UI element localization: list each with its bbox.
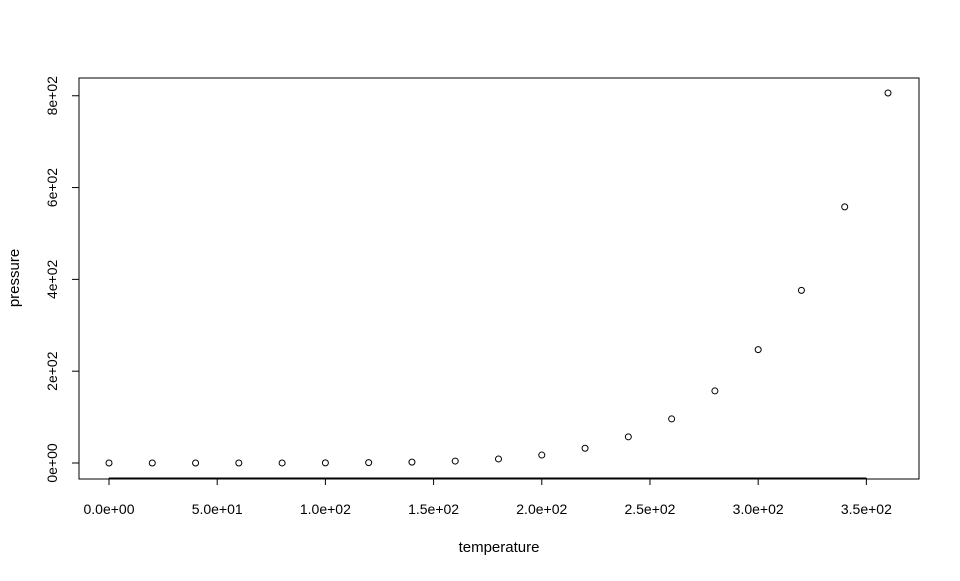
- data-point: [538, 451, 546, 459]
- data-point: [235, 459, 243, 467]
- data-point: [668, 415, 676, 423]
- x-tick-label: 2.5e+02: [624, 501, 675, 517]
- data-point: [365, 459, 373, 467]
- data-point: [624, 433, 632, 441]
- y-axis-title: pressure: [6, 249, 23, 307]
- x-tick-label: 1.5e+02: [408, 501, 459, 517]
- x-tick-label: 1.0e+02: [300, 501, 351, 517]
- x-axis: 0.0e+00 5.0e+01 1.0e+02 1.5e+02 2.0e+02 2.5e+…: [84, 477, 892, 517]
- data-point: [495, 455, 502, 463]
- y-tick-label: 6e+02: [44, 168, 60, 208]
- data-point: [408, 458, 416, 466]
- data-point: [321, 459, 329, 467]
- data-point: [797, 286, 805, 294]
- x-tick-label: 3.0e+02: [733, 501, 784, 517]
- data-point: [884, 89, 892, 97]
- x-tick-label: 5.0e+01: [192, 501, 243, 517]
- y-axis: 0e+00 2e+02 4e+02 6e+02 8e+02: [44, 76, 80, 483]
- y-tick-label: 0e+00: [44, 443, 60, 483]
- y-tick-label: 8e+02: [44, 76, 60, 116]
- data-point: [148, 459, 156, 467]
- data-point: [451, 457, 459, 465]
- data-points: [105, 89, 892, 467]
- plot-frame: [78, 77, 920, 480]
- y-tick-label: 4e+02: [44, 260, 60, 300]
- data-point: [581, 444, 589, 452]
- data-point: [192, 459, 200, 467]
- data-point: [711, 387, 719, 395]
- data-point: [105, 459, 113, 467]
- x-tick-label: 0.0e+00: [84, 501, 135, 517]
- x-tick-label: 3.5e+02: [841, 501, 892, 517]
- data-point: [278, 459, 286, 467]
- y-tick-label: 2e+02: [44, 351, 60, 391]
- data-point: [754, 346, 762, 354]
- x-axis-title: temperature: [459, 539, 540, 556]
- x-tick-label: 2.0e+02: [516, 501, 567, 517]
- data-point: [841, 203, 849, 211]
